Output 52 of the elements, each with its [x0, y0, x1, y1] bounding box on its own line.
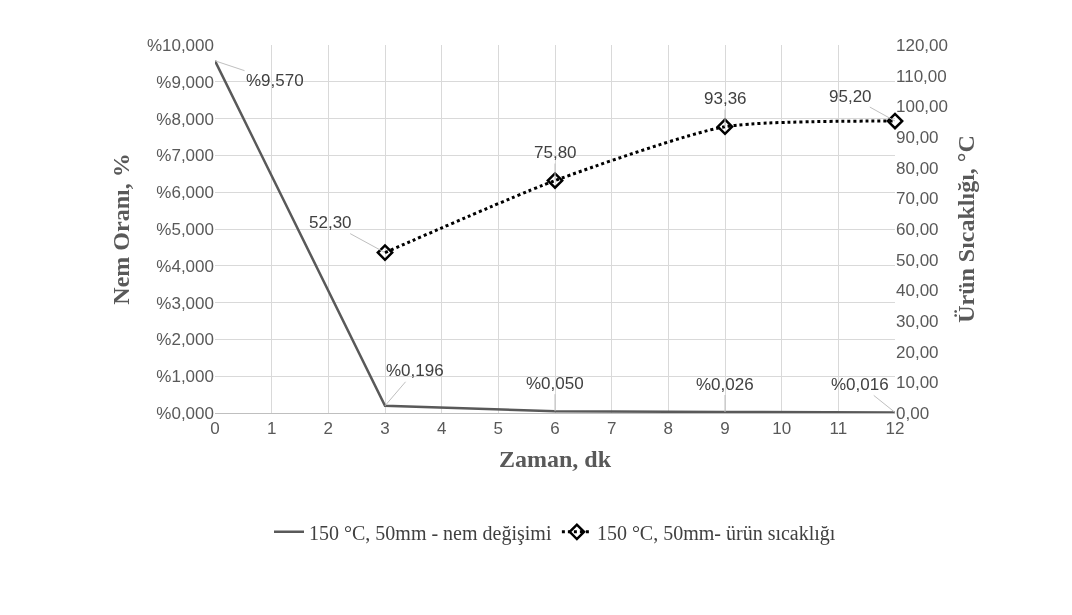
x-tick-label: 10 — [772, 419, 792, 439]
x-tick-label: 8 — [663, 419, 674, 439]
point — [376, 244, 394, 262]
data-label: %9,570 — [246, 71, 304, 90]
y2-tick-label: 100,00 — [896, 97, 948, 117]
line-series — [215, 59, 895, 413]
y2-tick-label: 60,00 — [896, 219, 939, 239]
x-tick-label: 1 — [266, 419, 277, 439]
x-tick-label: 7 — [606, 419, 617, 439]
y-tick-label: %3,000 — [156, 293, 214, 313]
x-tick-label: 2 — [323, 419, 334, 439]
y2-tick-label: 70,00 — [896, 189, 939, 209]
x-tick-label: 4 — [436, 419, 447, 439]
data-label: 75,80 — [534, 143, 577, 162]
data-label: 95,20 — [829, 87, 872, 106]
data-label: %0,196 — [386, 361, 444, 380]
x-tick-label: 5 — [493, 419, 504, 439]
y2-tick-label: 50,00 — [896, 250, 939, 270]
data-label: %0,016 — [831, 375, 889, 394]
y-axis-title: Nem Oranı, % — [107, 153, 134, 305]
y2-tick-label: 90,00 — [896, 127, 939, 147]
y-tick-label: %6,000 — [156, 183, 214, 203]
y-tick-label: %8,000 — [156, 109, 214, 129]
data-label: %0,050 — [526, 374, 584, 393]
y-tick-label: %5,000 — [156, 219, 214, 239]
y-tick-label: %7,000 — [156, 146, 214, 166]
y2-tick-label: 80,00 — [896, 158, 939, 178]
point — [546, 172, 564, 189]
y2-tick-label: 20,00 — [896, 342, 939, 362]
y-tick-label: %2,000 — [156, 330, 214, 350]
y-tick-label: %9,000 — [156, 72, 214, 92]
legend-label: 150 °C, 50mm - nem değişimi — [309, 521, 552, 545]
x-tick-label: 11 — [829, 419, 848, 439]
y2-tick-label: 110,00 — [896, 66, 947, 86]
x-tick-label: 9 — [720, 419, 730, 439]
point — [716, 118, 734, 136]
x-tick-label: 3 — [380, 419, 390, 439]
data-label: 93,36 — [704, 89, 747, 108]
y-tick-label: %1,000 — [156, 367, 214, 387]
y2-tick-label: 120,00 — [896, 35, 948, 55]
x-tick-label: 6 — [550, 419, 560, 439]
point — [886, 112, 904, 130]
y-tick-label: %10,000 — [146, 35, 214, 55]
x-axis-title: Zaman, dk — [498, 445, 612, 472]
legend-label: 150 °C, 50mm- ürün sıcaklığı — [596, 521, 836, 545]
y2-axis-title: Ürün Sıcaklığı, °C — [953, 135, 980, 323]
y2-tick-label: 10,00 — [896, 373, 939, 393]
y2-tick-label: 40,00 — [896, 281, 939, 301]
y-tick-label: %4,000 — [156, 256, 214, 276]
y2-tick-label: 30,00 — [896, 311, 939, 331]
data-label: 52,30 — [309, 213, 352, 232]
data-label: %0,026 — [696, 375, 754, 394]
